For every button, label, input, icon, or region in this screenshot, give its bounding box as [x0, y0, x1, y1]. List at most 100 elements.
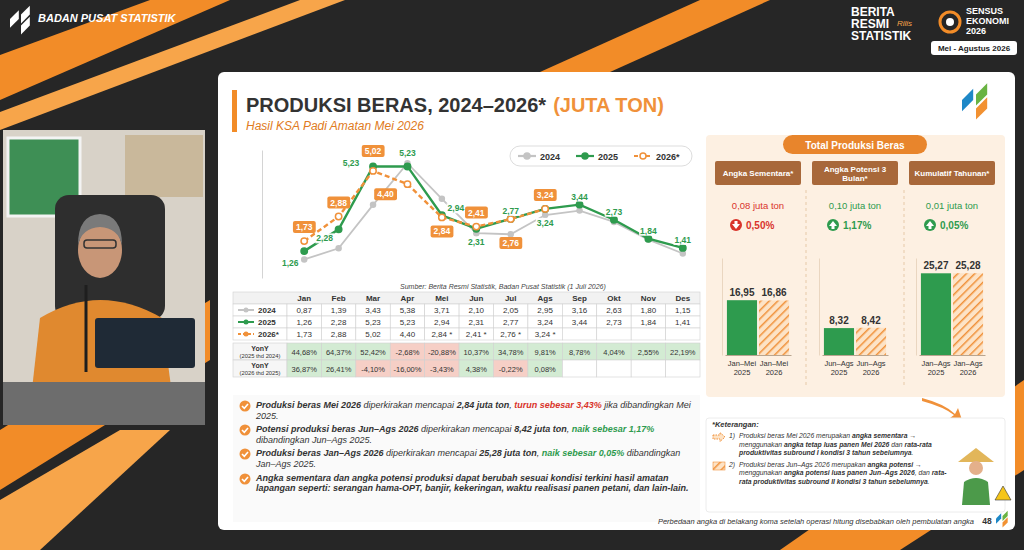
yoy-cell-text: 22,19% [670, 348, 696, 357]
data-label-group: 2,77 [501, 206, 520, 216]
bullet-icon [239, 400, 251, 412]
change-icon [924, 219, 936, 231]
table-cell-text: 2,28 [331, 318, 347, 327]
line-chart: 1,262,285,235,232,942,312,773,243,442,73… [263, 145, 693, 279]
legend-marker [582, 153, 588, 159]
text-line: Jan–Mei [728, 359, 757, 368]
text-line: 2025 [734, 368, 751, 377]
bar-baseline-line [823, 355, 889, 356]
table-cell [528, 304, 562, 316]
notes: *Keterangan:1)Produksi beras Mei 2026 me… [712, 421, 952, 490]
table-cell-text: 1,39 [331, 306, 347, 315]
bar-baseline [726, 355, 792, 356]
data-label-group: 2,88 [327, 197, 350, 209]
yoy-cell-text: -4,10% [361, 365, 385, 374]
data-label-patch [536, 218, 555, 228]
table-cell-text: 1,26 [296, 318, 312, 327]
legend: 202420252026* [510, 146, 692, 166]
table-cell-text: 3,24 * [535, 330, 556, 339]
yoy-cell-text: 8,78% [569, 348, 591, 357]
bar-y-axis [916, 259, 917, 356]
bullet-icon [239, 473, 251, 485]
yoy-cell-text: -0,22% [499, 365, 523, 374]
series-point [404, 181, 410, 187]
yoy-cell-text: 44,68% [291, 348, 317, 357]
table-cell-text: 1,80 [641, 306, 657, 315]
text-run: dibandingkan Jun–Ags 2025. [256, 435, 372, 445]
table-column-head: Apr [401, 294, 415, 303]
footnote: Perbedaan angka di belakang koma setelah… [658, 517, 974, 526]
note-icon [712, 461, 726, 471]
data-label: 1,73 [296, 222, 313, 232]
warning-sign [995, 486, 1011, 500]
bar-category-label: Jan–Ags2025 [921, 359, 950, 377]
bar-chart: Angka Sementara*0,08 juta ton0,50%16,95J… [715, 161, 801, 377]
series-point [335, 213, 341, 219]
data-label-group: 2,73 [605, 207, 624, 217]
series-point [370, 168, 376, 174]
series-line [304, 171, 545, 241]
bullet-icon-check [242, 452, 248, 456]
census-logo-ring [940, 12, 960, 32]
data-label: 2,77 [502, 206, 519, 216]
table-cell-text: 3,71 [434, 306, 450, 315]
column-head: Angka Sementara* [723, 169, 795, 178]
table-cell [356, 304, 390, 316]
yoy-cell [287, 343, 321, 360]
notes-box [706, 418, 1005, 512]
release-tag: Rilis [897, 19, 912, 28]
table-cell [666, 316, 700, 328]
data-label: 1,84 [640, 226, 657, 236]
logo-shape [996, 513, 1001, 523]
yoy-cell-text: 36,87% [291, 365, 317, 374]
data-label-group: 5,02 [362, 145, 385, 157]
yoy-cell [666, 343, 700, 360]
bullet-icon-check [242, 404, 248, 408]
data-label: 2,73 [606, 207, 623, 217]
title-unit: (JUTA TON) [553, 94, 664, 116]
yoy-cell [666, 360, 700, 377]
yoy-cell [528, 360, 562, 377]
text-line: Angka Potensi 3 [824, 165, 887, 174]
table-cell [425, 328, 459, 340]
data-label-group: 1,84 [639, 226, 658, 236]
data-table: JanFebMarAprMeiJunJulAgsSepOktNovDes2024… [233, 292, 700, 377]
farmer-face [969, 461, 983, 475]
camera-cabinet [125, 135, 203, 197]
table-cell [321, 304, 355, 316]
bullet-icon-circle [240, 473, 251, 484]
series-point [577, 208, 582, 213]
bullet-icon-circle [240, 425, 251, 436]
text-line: Angka Sementara* [723, 169, 795, 178]
table-cell [459, 316, 493, 328]
yoy-label-cell [233, 343, 287, 360]
table-column-head: Jul [505, 294, 517, 303]
table-column-head: Nov [641, 294, 657, 303]
text-run: 8,42 juta ton [514, 424, 567, 434]
table-cell [666, 328, 700, 340]
bars [727, 300, 789, 355]
bar-category-label: Jan–Mei2026 [760, 359, 789, 377]
bar-value-label: 16,95 [729, 287, 754, 298]
logo-shape [962, 89, 973, 111]
yoy-cell-text: 4,38% [466, 365, 488, 374]
table-cell-text: 2,88 [331, 330, 347, 339]
table-cell-text: 3,44 [572, 318, 588, 327]
slide-title: PRODUKSI BERAS, 2024–2026*(JUTA TON) [246, 94, 664, 116]
text-run: 2,84 juta ton [457, 400, 510, 410]
text-line: Jan–Mei [760, 359, 789, 368]
data-labels: 1,262,285,235,232,942,312,773,243,442,73… [281, 145, 692, 268]
note-icon-hatch [713, 462, 725, 470]
data-label-group: 2,84 [431, 225, 454, 237]
table-column-head: Jun [469, 294, 483, 303]
series-point [301, 238, 307, 244]
yoy-cell [528, 343, 562, 360]
data-label: 5,23 [343, 158, 360, 168]
data-label-group: 2,28 [315, 233, 334, 243]
slide-subtitle: Hasil KSA Padi Amatan Mei 2026 [246, 119, 424, 133]
organization-name: BADAN PUSAT STATISTIK [38, 12, 177, 24]
background-stripe [540, 0, 770, 72]
yoy-cell [494, 343, 528, 360]
total-panel: Total Produksi BerasAngka Sementara*0,08… [706, 135, 1005, 420]
table-label-cell [233, 328, 287, 340]
